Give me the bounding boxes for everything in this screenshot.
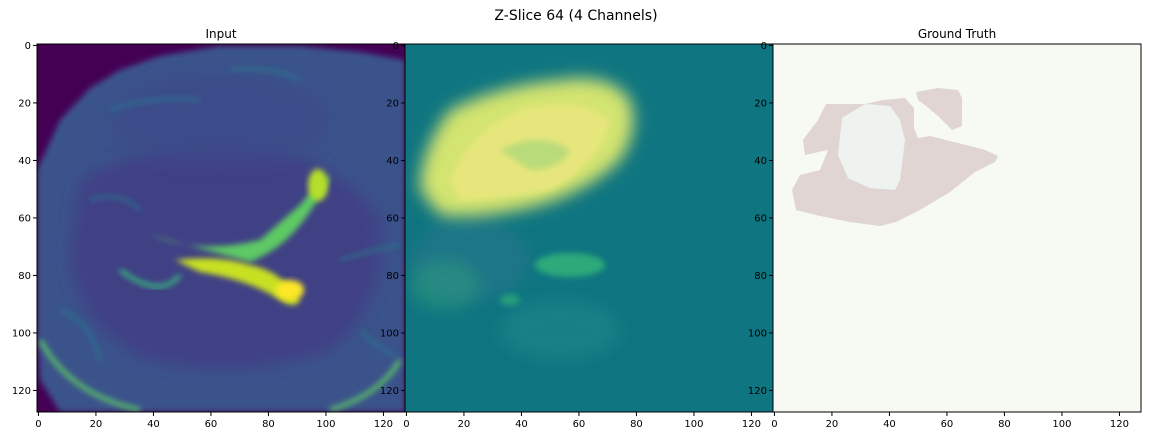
x-tick-label: 40	[883, 419, 896, 430]
x-tick-label: 100	[316, 419, 335, 430]
x-tick-label: 0	[771, 419, 777, 430]
x-tick-label: 0	[35, 419, 41, 430]
y-tick-label: 120	[380, 386, 399, 397]
figure-title: Z-Slice 64 (4 Channels)	[494, 8, 657, 24]
y-tick-label: 60	[386, 213, 399, 224]
y-tick-label: 40	[754, 156, 767, 167]
x-tick-label: 20	[826, 419, 839, 430]
y-tick-label: 0	[25, 41, 31, 52]
x-tick-label: 80	[630, 419, 643, 430]
panel-title-ground-truth: Ground Truth	[918, 27, 996, 41]
y-tick-label: 80	[386, 271, 399, 282]
y-tick-label: 60	[18, 213, 31, 224]
y-tick-label: 40	[386, 156, 399, 167]
x-tick-label: 20	[458, 419, 471, 430]
x-tick-label: 120	[742, 419, 761, 430]
y-tick-label: 100	[748, 328, 767, 339]
x-tick-label: 60	[573, 419, 586, 430]
y-tick-label: 0	[761, 41, 767, 52]
y-tick-label: 20	[386, 98, 399, 109]
x-tick-label: 80	[262, 419, 275, 430]
y-tick-label: 0	[393, 41, 399, 52]
y-tick-label: 60	[754, 213, 767, 224]
x-tick-label: 60	[205, 419, 218, 430]
x-tick-label: 20	[90, 419, 103, 430]
x-tick-label: 100	[1052, 419, 1071, 430]
x-tick-label: 40	[515, 419, 528, 430]
panel-title-input: Input	[205, 27, 236, 41]
y-tick-label: 100	[380, 328, 399, 339]
y-tick-label: 80	[18, 271, 31, 282]
x-tick-label: 120	[374, 419, 393, 430]
x-tick-label: 40	[147, 419, 160, 430]
y-tick-label: 80	[754, 271, 767, 282]
y-tick-label: 20	[754, 98, 767, 109]
x-tick-label: 60	[941, 419, 954, 430]
x-tick-label: 100	[684, 419, 703, 430]
y-tick-label: 20	[18, 98, 31, 109]
prediction-image	[405, 44, 773, 412]
y-tick-label: 120	[748, 386, 767, 397]
y-tick-label: 100	[12, 328, 31, 339]
y-tick-label: 40	[18, 156, 31, 167]
x-tick-label: 0	[403, 419, 409, 430]
ground-truth-axes-frame	[772, 43, 1142, 413]
y-tick-label: 120	[12, 386, 31, 397]
x-tick-label: 80	[998, 419, 1011, 430]
x-tick-label: 120	[1110, 419, 1129, 430]
input-image	[37, 44, 405, 412]
ground-truth-image	[773, 44, 1141, 412]
axis-ticks: 0 20 40 60 80 100 120 0 20 40 60 80 100 120 0 20 40 60 80 1…	[12, 41, 1129, 430]
